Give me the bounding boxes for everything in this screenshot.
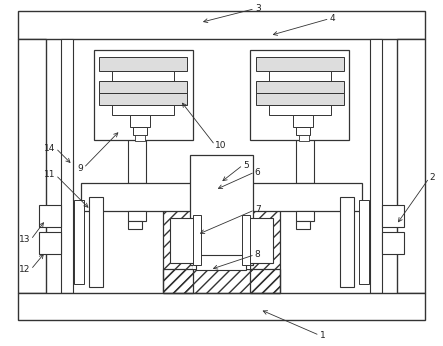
Bar [18,11,425,38]
Bar [295,127,310,135]
Bar [113,105,174,115]
Bar [100,81,187,93]
Bar [128,100,146,183]
Text: 12: 12 [19,265,31,274]
Bar [163,268,280,292]
Bar [196,255,246,270]
Bar [299,135,309,141]
Bar [93,51,193,140]
Bar [74,200,84,284]
Bar [295,221,310,229]
Bar [339,197,354,286]
Bar [61,38,73,292]
Bar [250,51,350,140]
Bar [359,200,369,284]
Bar [370,38,382,292]
Bar [256,81,343,93]
Bar [18,292,425,320]
Bar [293,115,313,127]
Bar [250,195,280,292]
Bar [39,205,61,227]
Bar [190,155,253,265]
Text: 2: 2 [429,173,435,182]
Bar [100,93,187,105]
Bar [295,100,314,183]
Bar [130,115,150,127]
Bar [128,221,142,229]
Bar [193,195,250,268]
Bar [248,218,273,263]
Text: 7: 7 [255,206,260,215]
Bar [382,205,404,227]
Bar [18,38,46,292]
Bar [193,215,201,265]
Text: 6: 6 [255,167,260,176]
Bar [136,135,145,141]
Bar [256,57,343,71]
Text: 14: 14 [44,144,56,153]
Bar [242,215,250,265]
Bar [163,195,193,292]
Bar [295,211,314,221]
Bar [133,127,148,135]
Bar [269,105,330,115]
Bar [397,38,425,292]
Text: 4: 4 [330,14,335,23]
Text: 3: 3 [255,4,260,13]
Bar [256,93,343,105]
Bar [89,197,104,286]
Bar [113,71,174,81]
Bar [100,57,187,71]
Text: 11: 11 [44,171,56,180]
Bar [39,232,61,254]
Text: 8: 8 [255,250,260,259]
Text: 13: 13 [19,235,31,244]
Bar [128,211,146,221]
Bar [170,218,195,263]
Bar [81,183,362,211]
Text: 10: 10 [215,140,226,149]
Text: 9: 9 [78,164,84,173]
Text: 5: 5 [243,161,249,170]
Bar [269,71,330,81]
Bar [382,232,404,254]
Text: 1: 1 [319,331,325,340]
